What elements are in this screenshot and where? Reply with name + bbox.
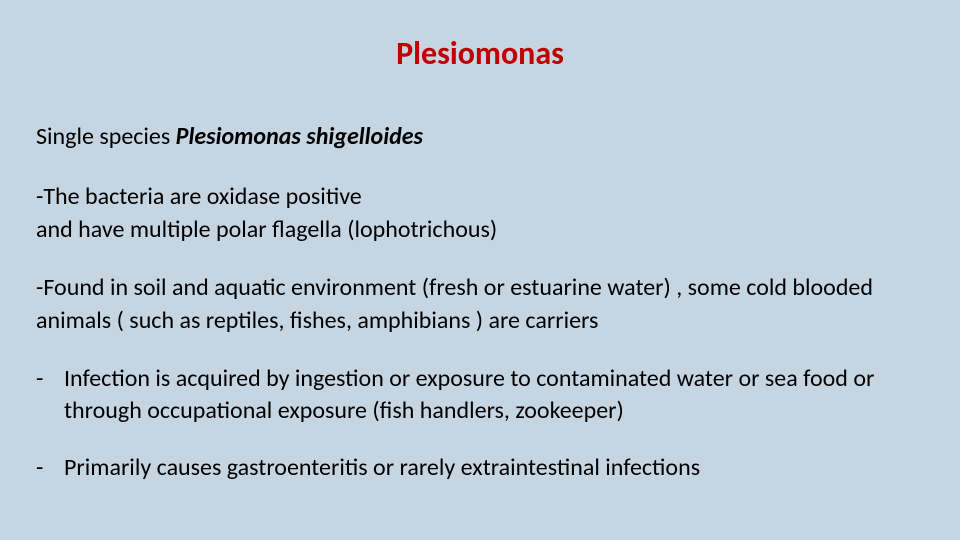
bullet-marker-icon: - — [36, 452, 43, 484]
subheading-prefix: Single species — [36, 122, 176, 151]
paragraph-1-line-1: -The bacteria are oxidase positive — [36, 182, 362, 211]
bullet-text: Infection is acquired by ingestion or ex… — [64, 364, 874, 425]
paragraph-1: -The bacteria are oxidase positive and h… — [36, 181, 924, 246]
bullet-item: - Primarily causes gastroenteritis or ra… — [36, 452, 924, 484]
slide: Plesiomonas Single species Plesiomonas s… — [0, 0, 960, 540]
slide-title: Plesiomonas — [36, 34, 924, 73]
paragraph-1-line-2: and have multiple polar flagella (lophot… — [36, 215, 497, 244]
paragraph-2: -Found in soil and aquatic environment (… — [36, 272, 924, 337]
subheading: Single species Plesiomonas shigelloides — [36, 121, 924, 153]
slide-body: Single species Plesiomonas shigelloides … — [36, 121, 924, 484]
bullet-text: Primarily causes gastroenteritis or rare… — [64, 453, 700, 482]
bullet-marker-icon: - — [36, 363, 43, 395]
bullet-list: - Infection is acquired by ingestion or … — [36, 363, 924, 484]
species-name: Plesiomonas shigelloides — [176, 122, 423, 151]
bullet-item: - Infection is acquired by ingestion or … — [36, 363, 924, 428]
